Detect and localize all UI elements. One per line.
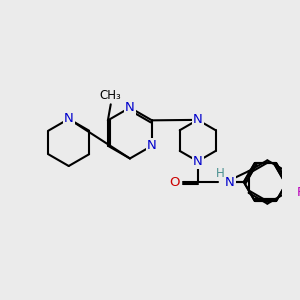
Text: O: O xyxy=(169,176,179,188)
Text: H: H xyxy=(216,167,225,180)
Text: N: N xyxy=(147,139,157,152)
Text: CH₃: CH₃ xyxy=(100,89,122,102)
Text: N: N xyxy=(225,176,235,188)
Text: N: N xyxy=(193,155,202,168)
Text: N: N xyxy=(193,113,202,126)
Text: N: N xyxy=(64,112,74,125)
Text: N: N xyxy=(125,101,135,114)
Text: F: F xyxy=(296,186,300,199)
